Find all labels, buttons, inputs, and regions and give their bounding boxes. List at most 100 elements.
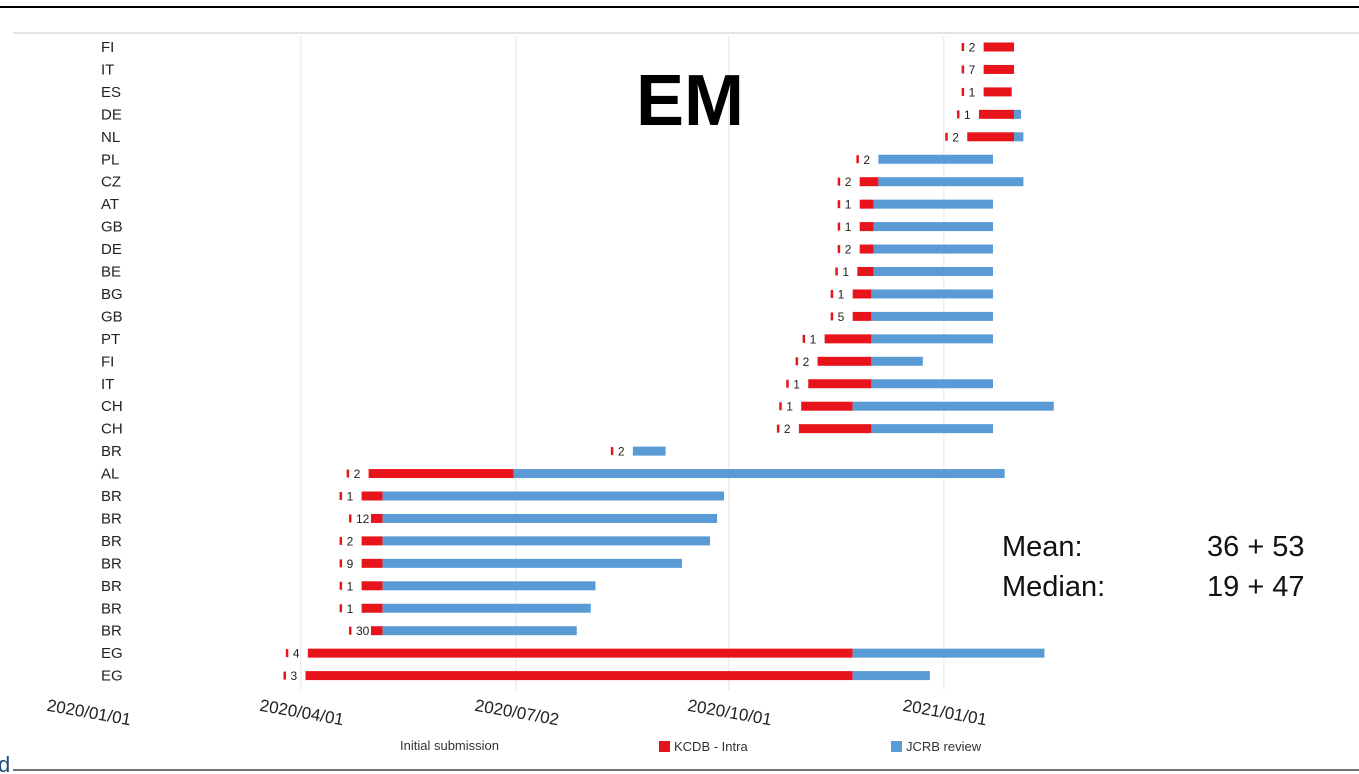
jcrb-segment <box>852 671 930 681</box>
submission-marker <box>961 87 965 96</box>
count-label: 5 <box>838 310 845 324</box>
kcdb-segment <box>368 469 514 479</box>
submission-marker <box>339 559 343 568</box>
legend-swatch-jcrb <box>891 741 902 752</box>
y-category-label: ES <box>101 84 121 101</box>
y-category-label: BR <box>101 488 122 505</box>
count-label: 1 <box>845 198 852 212</box>
jcrb-segment <box>382 581 596 591</box>
submission-marker <box>961 65 965 74</box>
kcdb-segment <box>370 626 383 636</box>
y-category-label: PL <box>101 151 119 168</box>
submission-marker <box>856 155 859 164</box>
kcdb-segment <box>857 267 874 276</box>
submission-marker <box>776 424 780 433</box>
legend: Initial submission KCDB - Intra JCRB rev… <box>400 738 982 754</box>
submission-marker <box>283 671 286 680</box>
mean-label: Mean: <box>1002 531 1083 563</box>
submission-marker <box>830 289 834 298</box>
y-category-label: DE <box>101 241 122 258</box>
jcrb-segment <box>382 558 682 568</box>
count-label: 1 <box>845 220 852 234</box>
y-category-label: GB <box>101 308 123 325</box>
x-tick-label: 2020/01/01 <box>45 696 132 729</box>
y-category-label: BR <box>101 623 122 640</box>
y-category-label: AL <box>101 466 119 483</box>
y-category-label: EG <box>101 668 123 685</box>
kcdb-segment <box>808 379 872 389</box>
count-label: 3 <box>290 669 297 683</box>
submission-marker <box>779 402 782 411</box>
y-category-label: FI <box>101 353 114 370</box>
y-category-label: BR <box>101 533 122 550</box>
kcdb-segment <box>361 581 383 591</box>
count-label: 7 <box>969 63 976 77</box>
submission-marker <box>348 626 352 635</box>
kcdb-segment <box>983 42 1015 52</box>
y-category-label: BR <box>101 443 122 460</box>
kcdb-segment <box>824 334 872 344</box>
kcdb-segment <box>361 558 383 568</box>
submission-marker <box>837 177 841 186</box>
count-label: 2 <box>845 175 852 189</box>
legend-label-kcdb: KCDB - Intra <box>674 739 748 754</box>
legend-label-initial-submission: Initial submission <box>400 738 499 753</box>
submission-marker <box>339 536 343 545</box>
count-label: 30 <box>356 624 370 638</box>
corner-fragment-text: d <box>0 752 10 774</box>
legend-swatch-kcdb <box>659 741 670 752</box>
y-category-label: NL <box>101 129 120 146</box>
y-category-label: GB <box>101 219 123 236</box>
median-value: 19 + 47 <box>1207 571 1305 603</box>
count-label: 2 <box>952 130 959 144</box>
jcrb-segment <box>852 648 1045 658</box>
jcrb-segment <box>878 154 993 164</box>
y-axis-labels: FI IT ES DE NL PL CZ AT GB DE BE BG GB PT FI IT CH CH BR AL… <box>101 39 123 685</box>
submission-marker <box>285 649 289 658</box>
kcdb-segment <box>852 311 872 321</box>
jcrb-segment <box>632 446 666 456</box>
count-label: 2 <box>863 153 870 167</box>
chart-title: EM <box>636 61 744 141</box>
submission-marker <box>339 581 343 590</box>
kcdb-segment <box>305 671 853 681</box>
count-label: 2 <box>845 243 852 257</box>
kcdb-segment <box>852 289 872 299</box>
jcrb-segment <box>871 289 993 299</box>
jcrb-segment <box>1014 109 1022 119</box>
jcrb-segment <box>873 244 993 254</box>
count-label: 2 <box>618 445 625 459</box>
count-label: 4 <box>293 647 300 661</box>
median-label: Median: <box>1002 571 1105 603</box>
submission-marker <box>802 334 806 343</box>
submission-marker <box>339 604 343 613</box>
jcrb-segment <box>382 603 591 613</box>
submission-marker <box>346 469 350 478</box>
submission-marker <box>339 492 343 500</box>
jcrb-segment <box>873 199 993 209</box>
jcrb-segment <box>871 311 993 321</box>
submission-marker <box>610 447 614 456</box>
kcdb-segment <box>361 536 383 546</box>
jcrb-segment <box>873 267 993 276</box>
jcrb-segment <box>871 356 923 366</box>
y-category-label: EG <box>101 645 123 662</box>
submission-marker <box>961 43 965 51</box>
submission-marker <box>348 514 352 523</box>
count-label: 2 <box>969 41 976 55</box>
grid-lines <box>300 36 945 690</box>
y-category-label: BR <box>101 555 122 572</box>
count-label: 1 <box>347 490 354 504</box>
y-category-label: BE <box>101 264 121 281</box>
y-category-label: CH <box>101 398 123 415</box>
y-category-label: IT <box>101 61 114 78</box>
kcdb-segment <box>798 424 872 434</box>
kcdb-segment <box>859 244 874 254</box>
legend-label-jcrb: JCRB review <box>906 739 982 754</box>
y-category-label: BR <box>101 578 122 595</box>
x-tick-label: 2020/10/01 <box>686 696 773 729</box>
count-label: 2 <box>354 467 361 481</box>
count-label: 2 <box>347 534 354 548</box>
